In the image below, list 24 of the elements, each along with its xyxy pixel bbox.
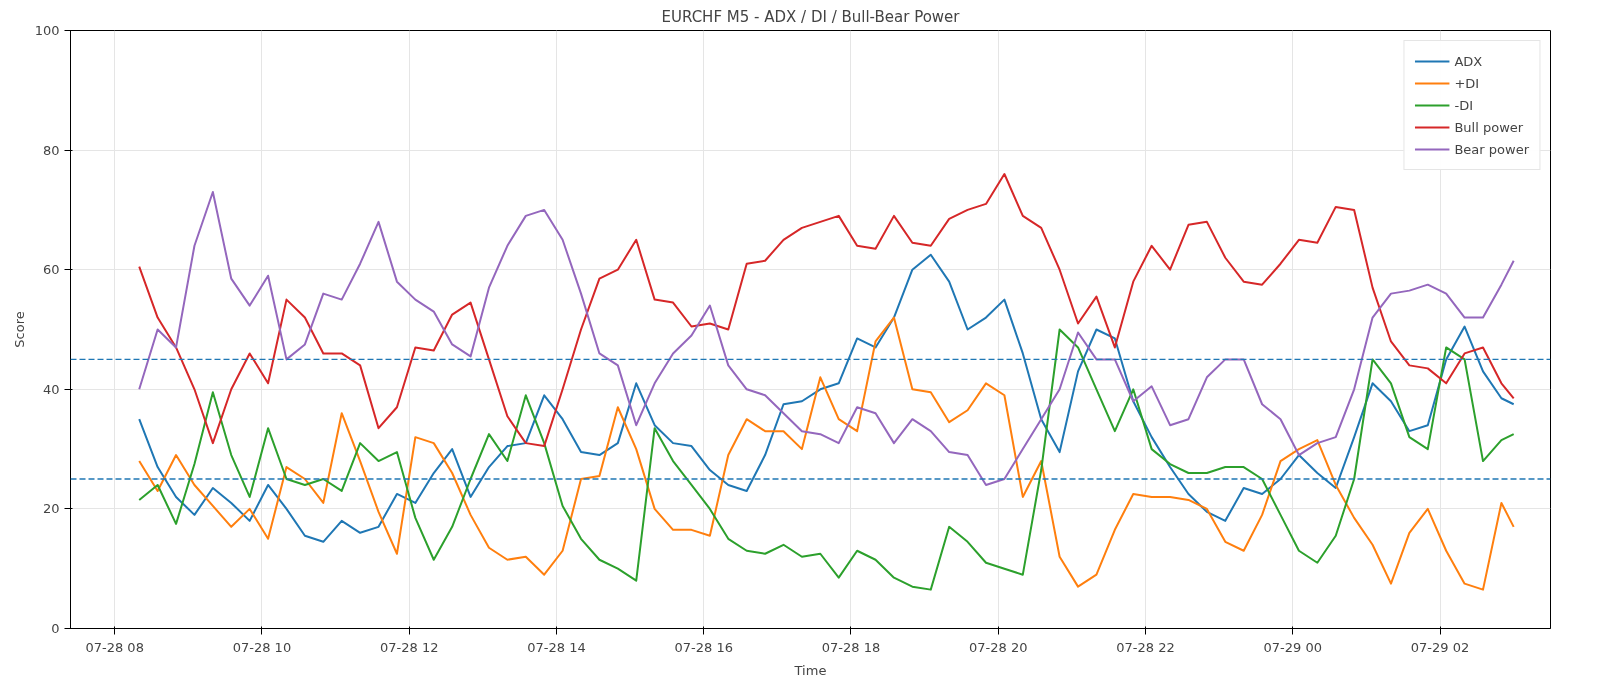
x-tick-label: 07-29 02 [1410,639,1470,655]
y-tick-label: 80 [42,142,60,158]
legend-label: Bear power [1454,141,1529,157]
y-tick-label: 60 [42,262,60,278]
x-tick-label: 07-28 18 [821,639,881,655]
legend-label: ADX [1454,53,1483,69]
x-tick-label: 07-28 16 [674,639,733,655]
legend-label: Bull power [1454,119,1524,135]
x-tick-label: 07-28 20 [969,639,1028,655]
y-tick-label: 0 [51,621,60,636]
x-tick-label: 07-28 22 [1116,639,1175,655]
x-tick-label: 07-29 00 [1263,639,1323,655]
x-tick-label: 07-28 10 [232,639,292,655]
x-tick-label: 07-28 14 [527,639,586,655]
y-tick-label: 40 [42,381,60,397]
legend-label: -DI [1454,97,1474,113]
x-tick-label: 07-28 12 [379,639,439,655]
y-axis-title: Score [11,311,27,348]
chart-title: EURCHF M5 - ADX / DI / Bull-Bear Power [661,7,961,26]
y-tick-label: 100 [34,23,60,38]
x-tick-label: 07-28 08 [85,639,144,655]
y-tick-label: 20 [42,501,60,517]
x-axis-title: Time [793,662,827,678]
legend-label: +DI [1454,75,1480,91]
